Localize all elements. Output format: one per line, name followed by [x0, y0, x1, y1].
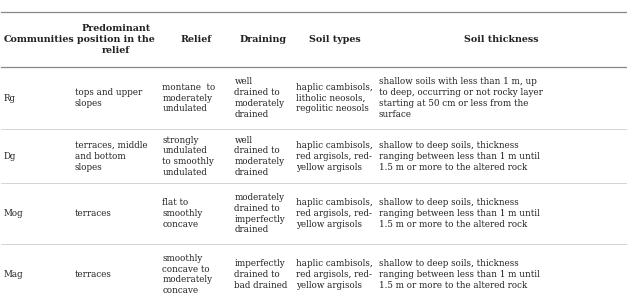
Text: strongly
undulated
to smoothly
undulated: strongly undulated to smoothly undulated	[162, 136, 214, 177]
Text: Predominant
position in the
relief: Predominant position in the relief	[77, 24, 155, 55]
Text: shallow to deep soils, thickness
ranging between less than 1 m until
1.5 m or mo: shallow to deep soils, thickness ranging…	[379, 141, 540, 171]
Text: haplic cambisols,
red argisols, red-
yellow argisols: haplic cambisols, red argisols, red- yel…	[296, 259, 372, 290]
Text: well
drained to
moderately
drained: well drained to moderately drained	[234, 136, 285, 177]
Text: shallow to deep soils, thickness
ranging between less than 1 m until
1.5 m or mo: shallow to deep soils, thickness ranging…	[379, 259, 540, 290]
Text: Draining: Draining	[240, 35, 286, 44]
Text: terraces: terraces	[75, 209, 112, 218]
Text: Dg: Dg	[4, 152, 16, 161]
Text: well
drained to
moderately
drained: well drained to moderately drained	[234, 78, 285, 119]
Text: Soil types: Soil types	[309, 35, 361, 44]
Text: shallow to deep soils, thickness
ranging between less than 1 m until
1.5 m or mo: shallow to deep soils, thickness ranging…	[379, 199, 540, 229]
Text: Communities: Communities	[4, 35, 75, 44]
Text: imperfectly
drained to
bad drained: imperfectly drained to bad drained	[234, 259, 288, 290]
Text: smoothly
concave to
moderately
concave: smoothly concave to moderately concave	[162, 254, 213, 295]
Text: montane  to
moderately
undulated: montane to moderately undulated	[162, 83, 216, 113]
Text: flat to
smoothly
concave: flat to smoothly concave	[162, 199, 203, 229]
Text: haplic cambisols,
red argisols, red-
yellow argisols: haplic cambisols, red argisols, red- yel…	[296, 141, 372, 171]
Text: moderately
drained to
imperfectly
drained: moderately drained to imperfectly draine…	[234, 193, 285, 234]
Text: Rg: Rg	[4, 94, 16, 102]
Text: terraces: terraces	[75, 270, 112, 279]
Text: Soil thickness: Soil thickness	[464, 35, 539, 44]
Text: Mag: Mag	[4, 270, 23, 279]
Text: Relief: Relief	[181, 35, 211, 44]
Text: Mog: Mog	[4, 209, 23, 218]
Text: tops and upper
slopes: tops and upper slopes	[75, 88, 142, 108]
Text: haplic cambisols,
red argisols, red-
yellow argisols: haplic cambisols, red argisols, red- yel…	[296, 199, 372, 229]
Text: shallow soils with less than 1 m, up
to deep, occurring or not rocky layer
start: shallow soils with less than 1 m, up to …	[379, 78, 542, 119]
Text: haplic cambisols,
litholic neosols,
regolitic neosols: haplic cambisols, litholic neosols, rego…	[296, 83, 372, 113]
Text: terraces, middle
and bottom
slopes: terraces, middle and bottom slopes	[75, 141, 147, 171]
